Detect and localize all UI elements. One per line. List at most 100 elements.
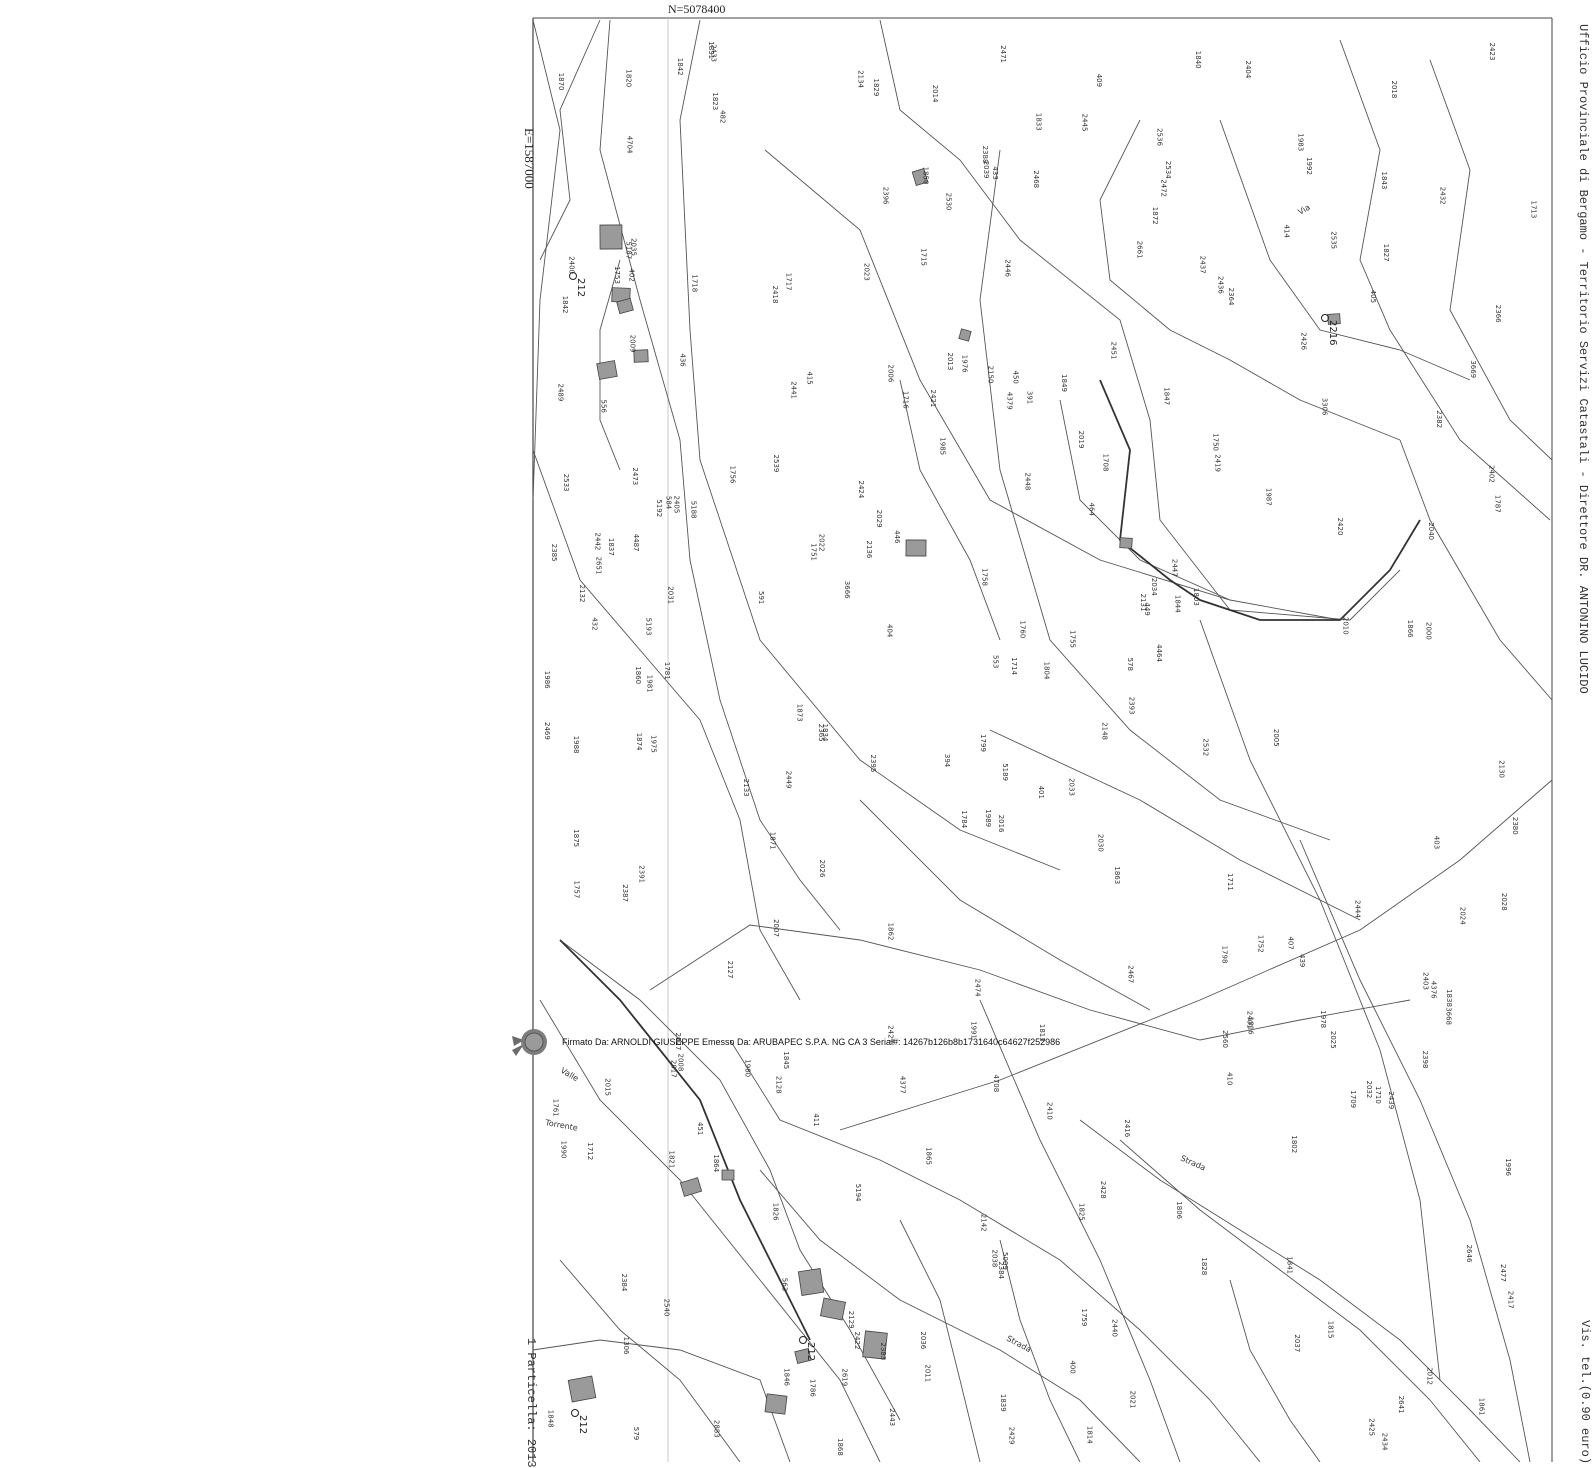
parcel-number: 2560	[1221, 1030, 1229, 1048]
parcel-number: 464	[1087, 503, 1095, 517]
parcel-number: 2432	[1439, 187, 1447, 205]
parcel-number: 2134	[856, 70, 864, 88]
parcel-number: 1756	[728, 466, 736, 484]
parcel-number: 2380	[1511, 817, 1519, 835]
parcel-boundary	[1339, 39, 1551, 521]
parcel-number: 1833	[1035, 113, 1043, 131]
parcel-number: 2024	[1459, 907, 1467, 925]
parcel-number: 2035	[630, 238, 638, 256]
parcel-number: 1752	[1256, 935, 1264, 953]
parcel-number: 2012	[1425, 1367, 1433, 1385]
parcel-number: 1710	[1374, 1086, 1382, 1104]
parcel-number: 1980	[743, 1059, 751, 1077]
parcel-boundary	[1229, 1279, 1321, 1462]
parcel-number: 4704	[626, 136, 634, 154]
parcel-number: 400	[1068, 1360, 1076, 1373]
parcel-boundary	[532, 19, 561, 501]
survey-point-icon	[569, 272, 577, 280]
parcel-number: 1864	[712, 1154, 720, 1172]
parcel-boundary	[759, 1169, 1141, 1462]
parcel-number: 1717	[784, 273, 792, 291]
parcel-number: 450	[1011, 371, 1019, 384]
parcel-boundary	[559, 1259, 741, 1462]
parcel-number: 1987	[1264, 488, 1272, 506]
parcel-number: 2429	[1008, 1427, 1016, 1445]
parcel-boundary	[1199, 619, 1441, 1381]
parcel-number: 2448	[1023, 473, 1031, 491]
parcel-number: 1990	[560, 1141, 568, 1159]
parcel-number: 2404	[1244, 61, 1252, 79]
parcel-number: 1828	[1200, 1257, 1208, 1275]
building	[794, 1348, 812, 1364]
parcel-number: 401	[1037, 786, 1045, 799]
parcel-number: 2013	[946, 353, 954, 371]
parcel-number: 2029	[875, 510, 883, 528]
parcel-boundary	[999, 1239, 1081, 1462]
parcel-boundary	[879, 19, 1401, 621]
parcel-number: 2017	[670, 1060, 678, 1078]
parcel-number: 2535	[1330, 231, 1338, 249]
parcel-boundary	[899, 379, 1001, 641]
parcel-number: 2396	[881, 187, 889, 205]
parcel-number: 3669	[1469, 360, 1477, 378]
parcel-boundary	[1399, 439, 1553, 701]
parcel-number: 2142	[980, 1214, 988, 1232]
parcel-number: 1825	[1077, 1203, 1085, 1221]
street-label: Strada	[1005, 1334, 1033, 1354]
parcel-number: 2015	[603, 1078, 611, 1096]
parcel-number: 5187	[624, 241, 632, 259]
parcel-number: 1841	[1286, 1256, 1294, 1274]
parcel-number: 2540	[663, 1299, 671, 1317]
parcel-number: 2428	[1099, 1181, 1107, 1199]
parcel-number: 1306	[622, 1337, 630, 1355]
survey-point-label: 212	[575, 278, 586, 297]
parcel-number: 2382	[1435, 410, 1443, 428]
parcel-number: 5193	[644, 618, 652, 636]
parcel-number: 2883	[713, 1420, 721, 1438]
parcel-number: 2019	[1077, 431, 1085, 449]
parcel-boundary	[1219, 119, 1471, 381]
parcel-number: 1711	[1226, 873, 1234, 891]
building	[819, 1297, 847, 1321]
parcel-number: 2384	[620, 1274, 628, 1292]
parcel-number: 2016	[997, 815, 1005, 833]
parcel-number: 2477	[1499, 1264, 1507, 1282]
parcel-number: 2641	[1397, 1396, 1405, 1414]
digital-signature-text: Firmato Da: ARNOLDI GIUSEPPE Emesso Da: …	[562, 1037, 1061, 1047]
parcel-number: 2447	[1170, 559, 1178, 577]
parcel-number: 2130	[1498, 760, 1506, 778]
parcel-number: 2646	[1465, 1245, 1473, 1263]
building	[958, 328, 972, 342]
parcel-number: 553	[992, 655, 1000, 668]
parcel-number: 1716	[902, 391, 910, 409]
parcel-number: 1753	[613, 266, 621, 284]
parcel-number: 1976	[960, 355, 968, 373]
parcel-number: 1815	[1326, 1321, 1334, 1339]
parcel-number: 4487	[632, 534, 640, 552]
parcel-number: 1975	[650, 735, 658, 753]
parcel-number: 1803	[1192, 588, 1200, 606]
parcel-number: 1821	[668, 1151, 676, 1169]
parcel-number: 2619	[840, 1368, 848, 1386]
parcel-number: 2365	[817, 724, 825, 742]
parcel-number: 1786	[808, 1379, 816, 1397]
parcel-number: 2473	[631, 467, 639, 485]
parcel-number: 2424	[857, 481, 865, 499]
parcel-number: 1868	[836, 1438, 844, 1456]
parcel-number: 482	[718, 110, 726, 123]
parcel-number: 1708	[1102, 454, 1110, 472]
parcel-boundary	[989, 729, 1361, 921]
parcel-number: 4379	[1006, 392, 1014, 410]
parcel-number: 404	[886, 624, 894, 638]
parcel-number: 2005	[1272, 729, 1280, 747]
parcel-boundary	[539, 19, 601, 261]
parcel-number: 1814	[1085, 1426, 1093, 1444]
parcel-number: 409	[1095, 74, 1103, 87]
parcel-number: 405	[1369, 290, 1377, 303]
parcel-number: 2398	[1421, 1051, 1429, 1069]
parcel-boundary	[979, 149, 1331, 841]
parcel-number: 2436	[1217, 276, 1225, 294]
parcel-number: 2039	[982, 161, 990, 179]
parcel-number: 2402	[1488, 465, 1496, 483]
parcel-number: 1834	[821, 724, 829, 742]
